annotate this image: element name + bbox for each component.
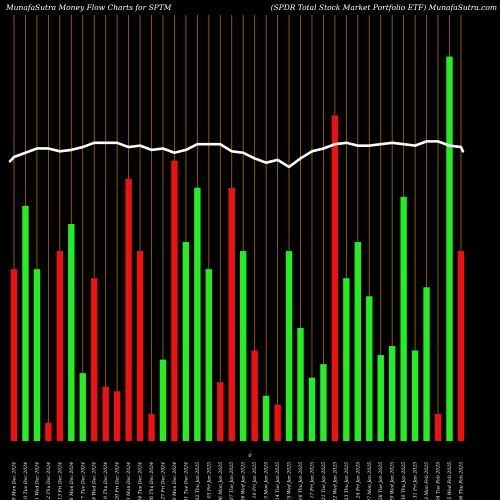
money-flow-bar	[136, 251, 144, 441]
x-tick-label: 06 Mon Jan 2025	[218, 462, 224, 500]
money-flow-bar	[434, 413, 442, 441]
x-tick-label: 06 Thu Feb 2025	[458, 462, 464, 500]
money-flow-bar	[331, 115, 339, 442]
x-tick-label: 11 Wed Dec 2024	[34, 462, 40, 500]
money-flow-bar	[10, 269, 18, 441]
money-flow-bar	[411, 350, 419, 441]
money-flow-bar	[125, 178, 132, 441]
money-flow-bar	[366, 296, 373, 441]
x-tick-label: 22 Wed Jan 2025	[332, 462, 338, 500]
chart-title-right: (SPDR Total Stock Market Portfolio ETF) …	[271, 3, 497, 12]
x-tick-label: 16 Thu Jan 2025	[298, 462, 304, 500]
x-tick-label: 15 Wed Jan 2025	[287, 462, 293, 500]
x-tick-label: 12 Thu Dec 2024	[46, 462, 52, 500]
x-tick-label: 27 Mon Jan 2025	[367, 462, 373, 500]
x-tick-label: 23 Thu Jan 2025	[344, 462, 350, 500]
money-flow-bar	[68, 223, 75, 441]
x-tick-label: 17 Tue Dec 2024	[80, 462, 86, 500]
money-flow-bar	[56, 251, 64, 441]
x-tick-label: 31 Tue Dec 2024	[183, 462, 189, 500]
x-tick-label: 09 Mon Dec 2024	[12, 462, 18, 500]
money-flow-bar	[446, 56, 453, 442]
money-flow-bars	[10, 56, 465, 442]
money-flow-bar	[113, 391, 121, 441]
money-flow-bar	[388, 346, 396, 441]
money-flow-bar	[423, 287, 430, 441]
money-flow-bar	[205, 269, 213, 441]
money-flow-bar	[182, 242, 190, 441]
x-tick-label: 14 Tue Jan 2025	[275, 462, 281, 500]
money-flow-bar	[251, 350, 258, 441]
x-tick-label: 24 Tue Dec 2024	[138, 462, 144, 500]
x-axis-labels: 09 Mon Dec 2024 10 Tue Dec 2024 11 Wed Dec…	[12, 462, 465, 500]
money-flow-bar	[297, 327, 304, 441]
x-tick-label: 19 Thu Dec 2024	[103, 462, 109, 500]
x-tick-label: 05 Wed Feb 2025	[447, 462, 453, 500]
x-tick-label: 13 Fri Dec 2024	[57, 462, 63, 500]
money-flow-bar	[457, 251, 465, 441]
x-tick-label: 30 Thu Jan 2025	[401, 462, 407, 500]
money-flow-bar	[285, 251, 293, 441]
money-flow-bar	[262, 395, 270, 441]
x-tick-label: 08 Wed Jan 2025	[241, 462, 247, 500]
money-flow-bar	[274, 404, 281, 441]
x-tick-label: 26 Thu Dec 2024	[149, 462, 155, 500]
x-tick-label: 16 Mon Dec 2024	[69, 462, 75, 500]
x-tick-label: 31 Fri Jan 2025	[413, 462, 419, 498]
money-flow-bar	[400, 196, 407, 441]
x-tick-label: 21 Tue Jan 2025	[321, 462, 327, 500]
x-tick-label: 07 Tue Jan 2025	[229, 462, 235, 500]
x-tick-label: 28 Tue Jan 2025	[378, 462, 384, 500]
money-flow-bar	[377, 355, 384, 441]
x-tick-label: 04 Tue Feb 2025	[436, 462, 442, 500]
money-flow-bar	[45, 422, 52, 441]
x-tick-label: 23 Mon Dec 2024	[126, 462, 132, 500]
money-flow-bar	[354, 242, 361, 441]
x-tick-label: 17 Fri Jan 2025	[309, 462, 315, 498]
x-tick-label: 13 Mon Jan 2025	[264, 462, 270, 500]
money-flow-bar	[159, 359, 167, 441]
x-tick-label: 27 Fri Dec 2024	[160, 462, 166, 500]
money-flow-bar	[194, 187, 201, 441]
money-flow-bar	[148, 413, 155, 441]
money-flow-bar	[320, 364, 327, 441]
x-tick-label: 18 Wed Dec 2024	[92, 462, 98, 500]
x-tick-label: 03 Mon Feb 2025	[424, 462, 430, 500]
x-tick-label: 10 Tue Dec 2024	[23, 462, 29, 500]
money-flow-bar	[308, 377, 316, 441]
money-flow-bar	[33, 269, 41, 441]
x-tick-label: 10 Fri Jan 2025	[252, 462, 258, 498]
x-tick-label: 20 Fri Dec 2024	[115, 462, 121, 500]
money-flow-bar	[343, 278, 350, 441]
money-flow-bar	[91, 278, 98, 441]
x-tick-label: 29 Wed Jan 2025	[390, 462, 396, 500]
x-tick-label: 30 Mon Dec 2024	[172, 462, 178, 500]
x-tick-label: 24 Fri Jan 2025	[355, 462, 361, 499]
money-flow-bar	[79, 373, 86, 441]
money-flow-bar	[228, 187, 235, 441]
money-flow-bar	[240, 251, 247, 441]
chart-title-left: MunafaSutra Money Flow Charts for SPTM	[5, 3, 172, 12]
money-flow-bar	[171, 160, 178, 441]
zero-axis-label: 0	[248, 453, 252, 459]
x-tick-label: 02 Thu Jan 2025	[195, 462, 201, 500]
money-flow-bar	[102, 386, 109, 441]
price-line	[8, 140, 465, 169]
money-flow-bar	[22, 205, 29, 441]
x-tick-label: 03 Fri Jan 2025	[206, 462, 212, 498]
money-flow-bar	[217, 382, 224, 441]
